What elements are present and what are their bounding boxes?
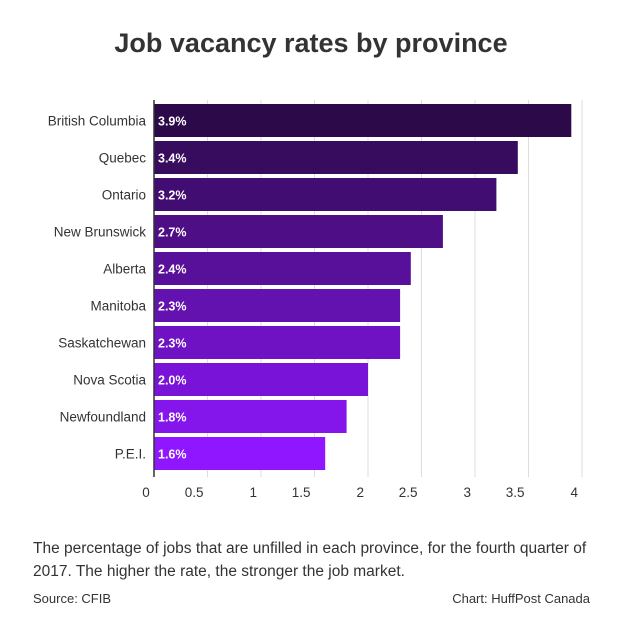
bar-1 [154,104,572,137]
bar-3 [154,178,497,211]
x-tick-label: 3 [463,485,471,500]
source-note: Source: CFIB [33,591,112,606]
bars [154,104,572,470]
chart-title: Job vacancy rates by province [114,28,508,58]
bar-6 [154,289,401,322]
category-label: Alberta [103,262,146,277]
chart-description: The percentage of jobs that are unfilled… [33,540,587,580]
x-tick-label: 2.5 [399,485,418,500]
x-tick-label: 1 [249,485,257,500]
data-label: 2.3% [158,300,187,314]
bar-9 [154,400,347,433]
bar-chart: British Columbia 3.9% Quebec 3.4% Ontario 3.2… [48,100,583,501]
bar-5 [154,252,411,285]
category-label: Nova Scotia [73,373,146,388]
category-label: Saskatchewan [58,336,146,351]
data-label: 1.8% [158,411,187,425]
bar-7 [154,326,401,359]
bar-8 [154,363,368,396]
chart-credit: Chart: HuffPost Canada [452,591,590,606]
category-label: Newfoundland [60,410,146,425]
x-tick-label: 1.5 [292,485,311,500]
labels: British Columbia 3.9% Quebec 3.4% Ontario 3.2… [48,114,579,501]
x-tick-label: 0 [142,485,150,500]
data-label: 2.7% [158,226,187,240]
data-label: 2.0% [158,374,187,388]
data-label: 3.9% [158,115,187,129]
category-label: New Brunswick [54,225,147,240]
bar-10 [154,437,326,470]
category-label: British Columbia [48,114,147,129]
data-label: 2.4% [158,263,187,277]
bar-4 [154,215,443,248]
category-label: P.E.I. [115,447,146,462]
data-label: 3.4% [158,152,187,166]
bar-2 [154,141,518,174]
x-tick-label: 0.5 [185,485,204,500]
x-tick-label: 2 [356,485,364,500]
data-label: 1.6% [158,448,187,462]
data-label: 2.3% [158,337,187,351]
x-tick-label: 4 [570,485,578,500]
category-label: Ontario [102,188,146,203]
category-label: Manitoba [90,299,146,314]
x-tick-label: 3.5 [506,485,525,500]
category-label: Quebec [99,151,147,166]
data-label: 3.2% [158,189,187,203]
